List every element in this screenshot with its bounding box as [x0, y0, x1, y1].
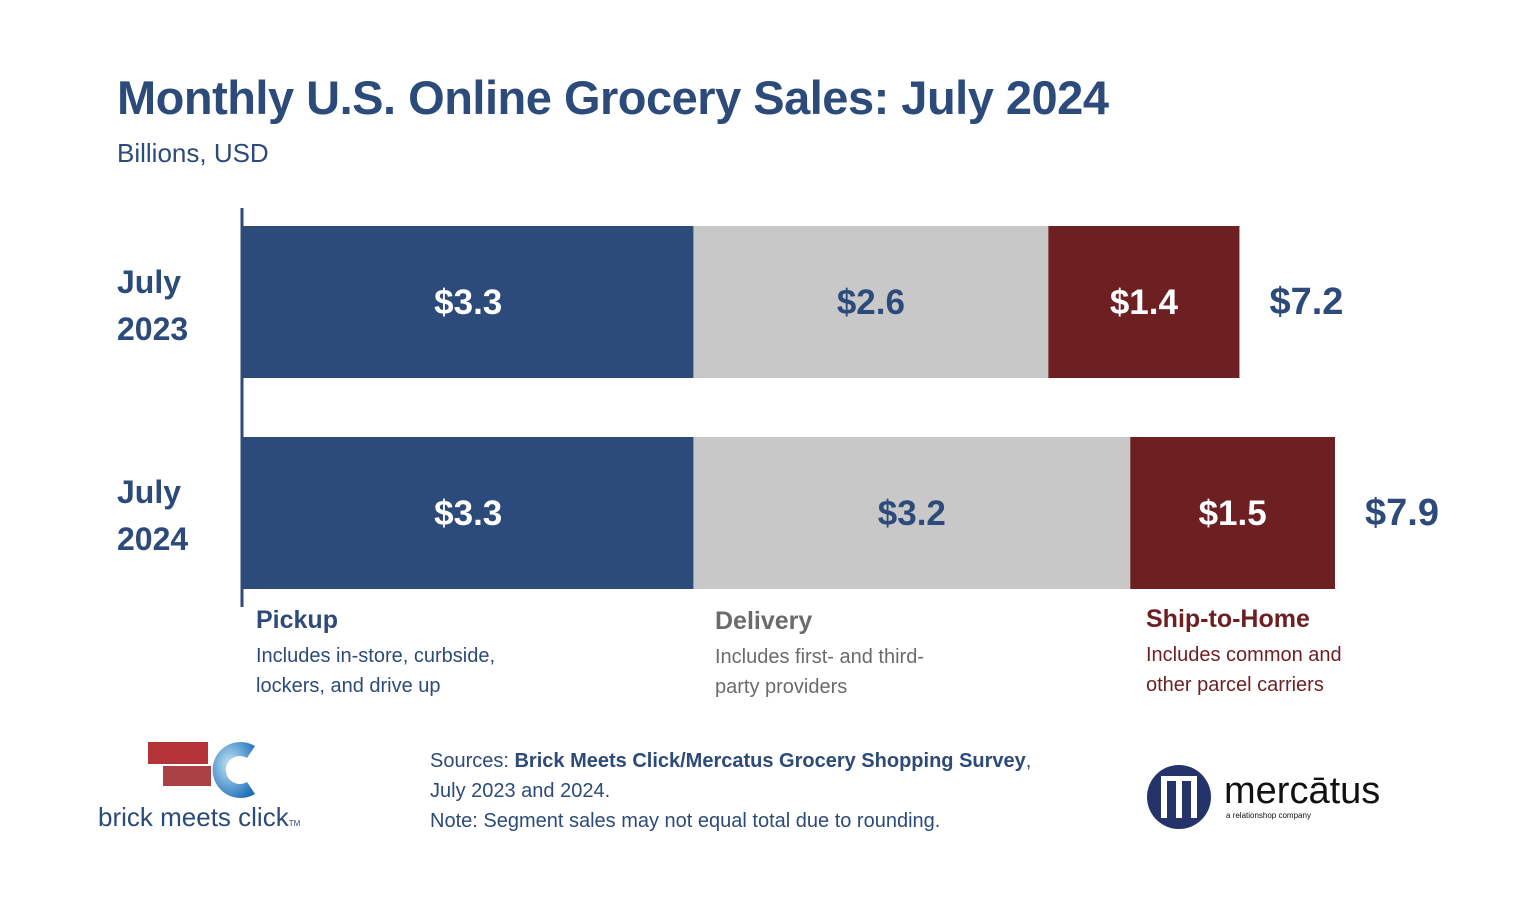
data-label: $3.3: [434, 283, 502, 322]
legend-desc: Includes in-store, curbside, lockers, and…: [256, 645, 496, 697]
data-label: $1.5: [1199, 494, 1267, 533]
brick-meets-click-logo: brick meets clickTM: [98, 740, 348, 840]
data-label: $3.2: [878, 494, 946, 533]
category-line: July: [117, 474, 182, 510]
bar-segment-ship-to-home-1: [1130, 437, 1335, 589]
chart-title: Monthly U.S. Online Grocery Sales: July …: [117, 71, 1109, 124]
legend-title: Pickup: [256, 606, 338, 634]
bar-segment-delivery-0: [693, 226, 1049, 378]
total-label: $7.2: [1269, 281, 1343, 323]
total-label: $7.9: [1365, 492, 1439, 534]
data-label: $1.4: [1110, 283, 1179, 322]
legend-delivery: Delivery Includes first- and third-party…: [715, 607, 924, 702]
bar-chart: $3.3 $2.6 $1.4 $7.2 $3.3 $3.2 $1.5 $7.9: [240, 208, 1439, 607]
data-label: $3.3: [434, 494, 502, 533]
brick-meets-click-logo-mark: [148, 742, 255, 798]
legend-desc: Includes first- and third-party provider…: [715, 646, 924, 698]
legend-title: Delivery: [715, 607, 813, 635]
bar-segment-ship-to-home-0: [1048, 226, 1240, 378]
legend-desc: Includes common and other parcel carriers: [1146, 644, 1342, 696]
bar-segment-pickup-1: [243, 437, 694, 589]
sources-note: Sources: Brick Meets Click/Mercatus Groc…: [430, 750, 1032, 832]
category-label-2024: July 2024: [117, 469, 227, 563]
mercatus-logo-mark: [1147, 765, 1211, 829]
category-line: 2024: [117, 521, 189, 557]
bar-segment-delivery-1: [693, 437, 1131, 589]
category-label-2023: July 2023: [117, 259, 227, 353]
chart-subtitle: Billions, USD: [117, 138, 269, 168]
category-line: July: [117, 264, 182, 300]
legend-ship-to-home: Ship-to-Home Includes common and other pa…: [1146, 605, 1342, 700]
bar-segment-pickup-0: [243, 226, 694, 378]
data-label: $2.6: [837, 283, 905, 322]
legend-title: Ship-to-Home: [1146, 605, 1310, 633]
mercatus-logo: mercātus a relationshop company: [1146, 764, 1436, 834]
category-line: 2023: [117, 311, 189, 347]
legend-pickup: Pickup Includes in-store, curbside, locke…: [256, 606, 495, 701]
